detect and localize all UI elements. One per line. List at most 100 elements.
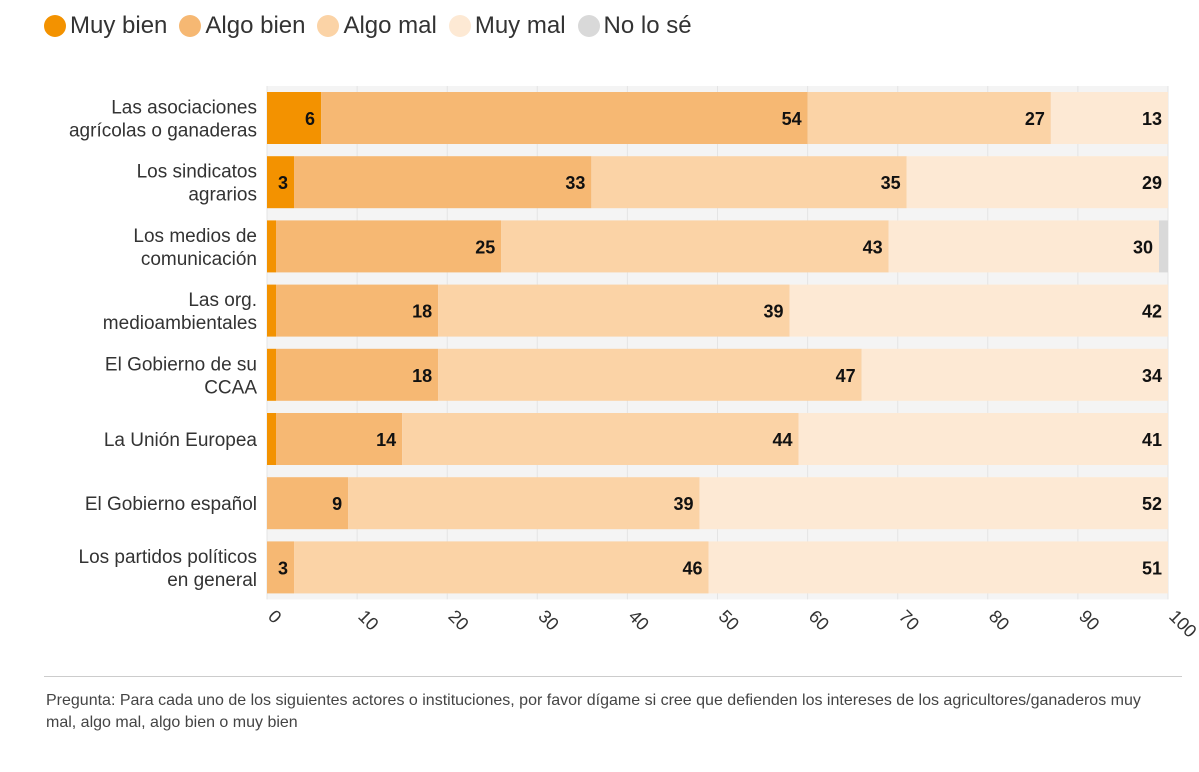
bar-segment — [708, 541, 1168, 594]
bar-segment — [267, 92, 322, 144]
legend-swatch — [448, 15, 471, 37]
bar-value-label: 52 — [1142, 494, 1162, 514]
bar-value-label: 3 — [278, 173, 288, 193]
x-tick-label: 0 — [264, 606, 285, 627]
bar-segment — [294, 156, 592, 209]
bar-segment — [276, 348, 439, 401]
bar-segment — [807, 92, 1051, 144]
bar-value-label: 39 — [764, 302, 784, 322]
bar-segment — [267, 156, 295, 209]
bar-segment — [294, 541, 709, 594]
x-tick-label: 50 — [715, 606, 743, 634]
x-tick-label: 40 — [625, 606, 653, 634]
legend-item: Algo mal — [317, 12, 437, 40]
bar-value-label: 34 — [1142, 366, 1162, 386]
legend-item: No lo sé — [577, 12, 692, 40]
x-tick-label: 80 — [985, 606, 1013, 634]
bar-value-label: 43 — [863, 237, 883, 257]
bar-value-label: 54 — [782, 109, 802, 129]
bar-segment — [591, 156, 907, 209]
x-tick-label: 90 — [1075, 606, 1103, 634]
bar-segment — [321, 92, 808, 144]
legend-item: Muy mal — [448, 12, 566, 40]
category-label: comunicación — [141, 249, 257, 270]
legend-item: Algo bien — [179, 12, 305, 40]
x-tick-label: 60 — [805, 606, 833, 634]
bar-value-label: 18 — [412, 302, 432, 322]
legend-swatch — [44, 15, 66, 37]
category-label: El Gobierno español — [85, 494, 257, 515]
bar-value-label: 30 — [1133, 237, 1153, 257]
category-label: Las asociaciones — [111, 98, 257, 119]
bar-segment — [1158, 220, 1168, 273]
category-label: Los partidos políticos — [79, 547, 258, 568]
category-label: La Unión Europea — [104, 430, 258, 451]
legend-label: Algo bien — [205, 12, 306, 39]
bar-value-label: 33 — [565, 173, 585, 193]
bar-segment — [276, 413, 403, 465]
legend-item: Muy bien — [44, 12, 167, 40]
bar-value-label: 39 — [673, 494, 693, 514]
x-tick-label: 100 — [1165, 606, 1199, 641]
legend-label: No lo sé — [603, 12, 692, 39]
bar-value-label: 9 — [332, 494, 342, 514]
category-label: agrarios — [188, 185, 257, 206]
legend-label: Algo mal — [343, 12, 437, 39]
bar-value-label: 44 — [773, 430, 793, 450]
bar-segment — [276, 284, 439, 337]
bar-value-label: 6 — [305, 109, 315, 129]
footnote-divider — [44, 676, 1182, 677]
bar-segment — [906, 156, 1168, 209]
bar-segment — [438, 284, 790, 337]
category-label: CCAA — [204, 377, 257, 398]
legend-label: Muy mal — [474, 12, 566, 39]
bar-segment — [888, 220, 1159, 273]
bar-segment — [267, 220, 277, 273]
bar-value-label: 47 — [836, 366, 856, 386]
category-label: Los medios de — [133, 226, 257, 247]
bar-segment — [267, 284, 277, 337]
x-tick-label: 30 — [534, 606, 562, 634]
bar-value-label: 3 — [278, 558, 288, 578]
bar-value-label: 29 — [1142, 173, 1162, 193]
chart-legend: Muy bien Algo bien Algo mal Muy mal No lo sé — [44, 12, 692, 40]
bar-segment — [267, 477, 349, 530]
bar-segment — [402, 413, 799, 465]
legend-swatch — [317, 15, 340, 37]
bar-segment — [501, 220, 889, 273]
bar-value-label: 41 — [1142, 430, 1162, 450]
bar-value-label: 51 — [1142, 558, 1162, 578]
bar-value-label: 42 — [1142, 302, 1162, 322]
bar-value-label: 25 — [475, 237, 495, 257]
bar-segment — [789, 284, 1168, 337]
legend-label: Muy bien — [70, 12, 168, 39]
question-footnote: Pregunta: Para cada uno de los siguiente… — [46, 692, 1141, 731]
x-tick-label: 20 — [444, 606, 472, 634]
category-label: agrícolas o ganaderas — [69, 121, 257, 142]
x-tick-label: 10 — [354, 606, 382, 634]
bar-segment — [861, 348, 1168, 401]
category-label: El Gobierno de su — [105, 354, 257, 375]
bar-segment — [438, 348, 862, 401]
bar-segment — [699, 477, 1168, 530]
bar-segment — [1050, 92, 1168, 144]
bar-value-label: 13 — [1142, 109, 1162, 129]
bar-segment — [267, 541, 295, 594]
category-label: Los sindicatos — [137, 162, 257, 183]
bar-value-label: 46 — [682, 558, 702, 578]
bar-value-label: 18 — [412, 366, 432, 386]
bar-segment — [267, 413, 277, 465]
bar-value-label: 14 — [376, 430, 396, 450]
legend-swatch — [577, 15, 600, 37]
bar-segment — [267, 348, 277, 401]
category-label: medioambientales — [103, 313, 257, 334]
category-label: en general — [167, 570, 257, 591]
legend-swatch — [179, 15, 202, 37]
x-tick-label: 70 — [895, 606, 923, 634]
bar-segment — [798, 413, 1168, 465]
bar-value-label: 35 — [881, 173, 901, 193]
bar-segment — [348, 477, 700, 530]
bar-segment — [276, 220, 502, 273]
bar-value-label: 27 — [1025, 109, 1045, 129]
